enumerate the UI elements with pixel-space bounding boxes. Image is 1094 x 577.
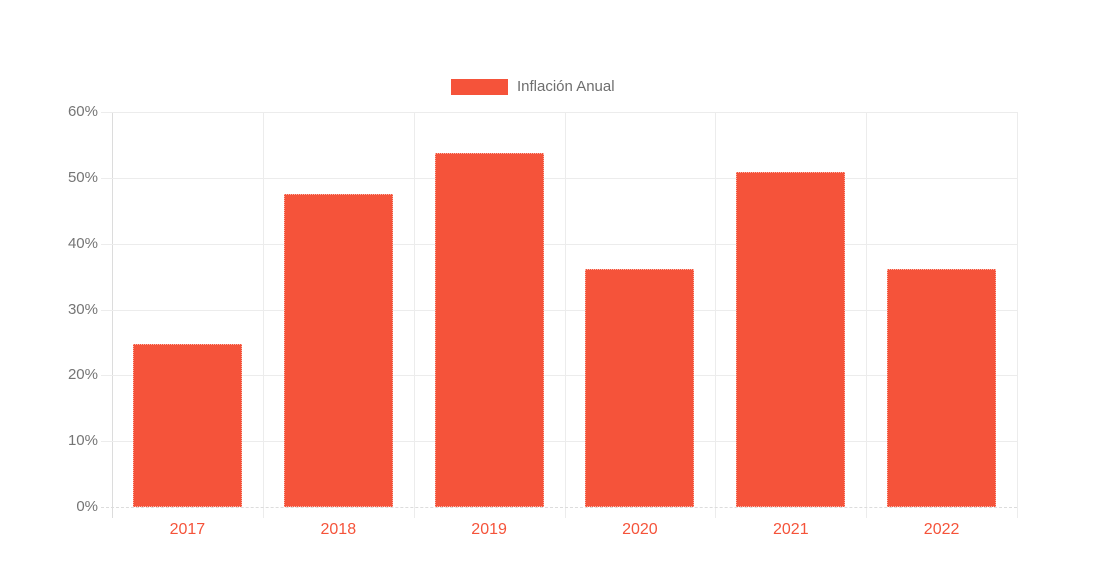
y-axis-tick-label: 50% <box>67 168 98 186</box>
vertical-gridline <box>413 112 415 518</box>
y-axis-tick-label: 0% <box>76 498 98 515</box>
x-axis-tick-label: 2020 <box>622 521 658 538</box>
x-axis-line <box>101 507 1017 508</box>
horizontal-gridline <box>101 309 1017 311</box>
horizontal-gridline <box>101 375 1017 377</box>
x-axis-tick-label: 2018 <box>320 521 357 538</box>
y-axis-tick-label: 40% <box>67 234 98 252</box>
horizontal-gridline <box>101 177 1017 179</box>
legend-label: Inflación Anual <box>517 78 615 95</box>
legend-item[interactable]: Inflación Anual <box>451 79 615 95</box>
y-axis-tick-label: 20% <box>67 366 98 384</box>
vertical-gridline <box>262 112 264 518</box>
legend-swatch-icon <box>451 79 508 95</box>
horizontal-gridline <box>101 112 1017 113</box>
x-axis-tick-label: 2017 <box>169 521 206 538</box>
y-axis-tick-label: 10% <box>67 432 98 450</box>
horizontal-gridline <box>101 243 1017 245</box>
bar[interactable] <box>132 343 242 507</box>
vertical-gridline <box>564 112 566 518</box>
x-axis-tick-label: 2022 <box>923 521 960 538</box>
vertical-gridline <box>866 112 868 518</box>
bar[interactable] <box>434 152 544 507</box>
x-axis-tick-label: 2021 <box>773 521 809 538</box>
horizontal-gridline <box>101 441 1017 443</box>
y-axis-line <box>112 112 113 518</box>
vertical-gridline <box>715 112 717 518</box>
y-axis-tick-label: 30% <box>67 300 98 318</box>
bar[interactable] <box>887 268 997 507</box>
bar[interactable] <box>736 171 846 507</box>
x-axis-tick-label: 2019 <box>471 521 507 538</box>
y-axis-tick-label: 60% <box>67 103 98 120</box>
bar[interactable] <box>585 269 695 507</box>
bar[interactable] <box>283 193 393 507</box>
vertical-gridline <box>1017 112 1018 518</box>
